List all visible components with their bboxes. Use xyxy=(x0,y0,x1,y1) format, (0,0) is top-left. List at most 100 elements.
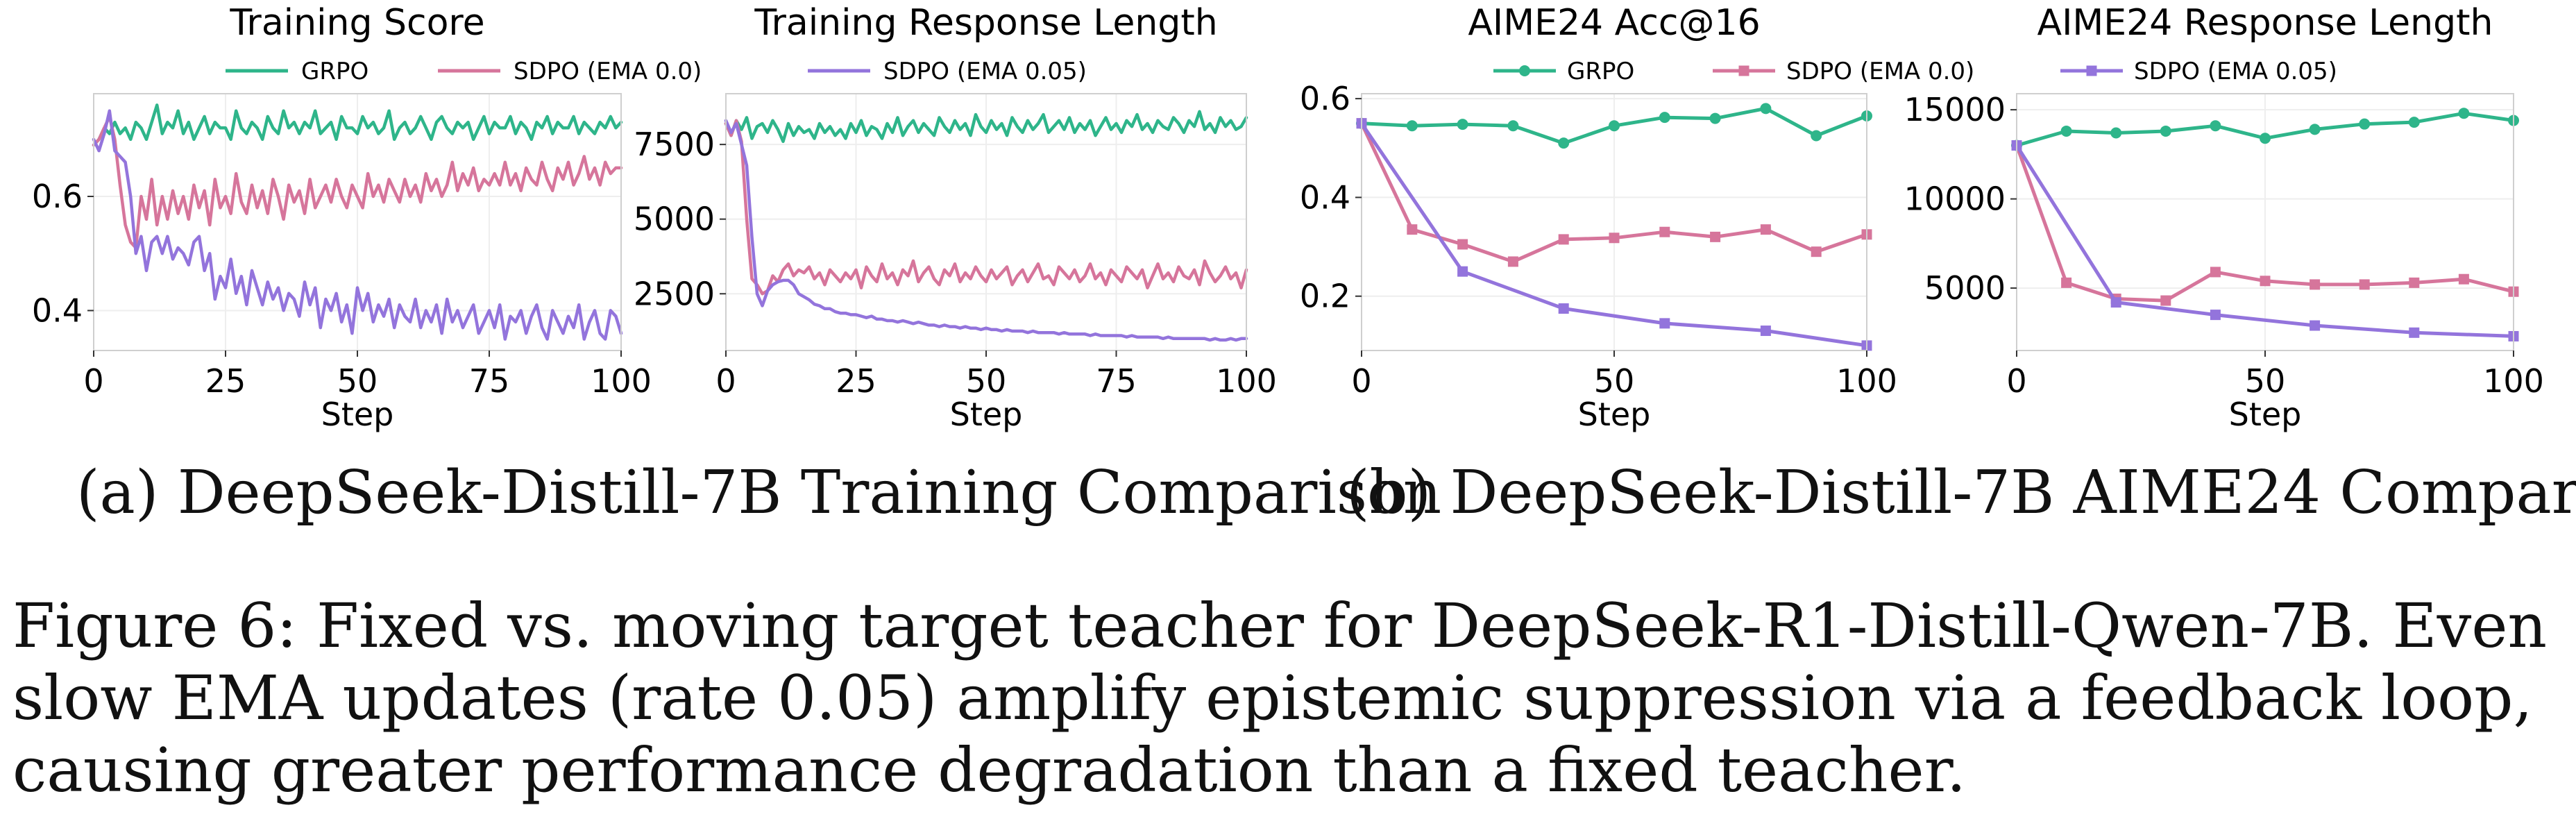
data-point xyxy=(1558,303,1569,314)
x-tick-label: 25 xyxy=(836,362,876,400)
data-point xyxy=(1457,239,1468,250)
y-tick-label: 7500 xyxy=(634,126,715,163)
x-tick-label: 0 xyxy=(1351,362,1371,400)
data-point xyxy=(1407,224,1418,235)
data-point xyxy=(1659,318,1670,329)
data-point xyxy=(1558,137,1570,149)
data-point xyxy=(1457,119,1468,130)
data-point xyxy=(1457,266,1468,277)
data-point xyxy=(2408,117,2420,128)
data-point xyxy=(2110,297,2121,308)
legend-label: GRPO xyxy=(1567,58,1634,85)
subcaption-b: (b) DeepSeek-Distill-7B AIME24 Compariso… xyxy=(1346,458,2576,527)
series-line xyxy=(92,109,623,341)
y-tick-label: 5000 xyxy=(634,201,715,238)
data-point xyxy=(2210,267,2221,278)
x-tick-label: 25 xyxy=(205,362,246,400)
y-tick-label: 0.6 xyxy=(1300,80,1350,117)
legend-marker xyxy=(1738,65,1749,76)
data-point xyxy=(2359,279,2370,290)
y-tick-label: 15000 xyxy=(1904,91,2006,128)
data-point xyxy=(1609,233,1620,244)
chart-title: Training Response Length xyxy=(754,2,1217,44)
x-tick-label: 50 xyxy=(966,362,1007,400)
chart-title: Training Score xyxy=(229,2,484,44)
x-tick-label: 0 xyxy=(715,362,736,400)
x-tick-label: 75 xyxy=(1096,362,1137,400)
series-line xyxy=(724,110,1248,144)
subcaption-a: (a) DeepSeek-Distill-7B Training Compari… xyxy=(76,458,1442,527)
data-point xyxy=(2060,125,2072,137)
data-point xyxy=(2310,279,2321,290)
data-point xyxy=(1760,326,1771,337)
figure-caption: Figure 6: Fixed vs. moving target teache… xyxy=(12,590,2548,806)
series-line xyxy=(2015,144,2516,338)
x-tick-label: 50 xyxy=(337,362,378,400)
x-axis-label: Step xyxy=(950,396,1023,433)
data-point xyxy=(1609,120,1620,132)
data-point xyxy=(1760,103,1772,115)
data-point xyxy=(2359,118,2371,130)
x-axis-label: Step xyxy=(1578,396,1651,433)
series-line xyxy=(92,103,623,147)
data-point xyxy=(2260,276,2271,287)
legend-label: SDPO (EMA 0.0) xyxy=(514,58,702,85)
x-axis-label: Step xyxy=(321,396,394,433)
data-point xyxy=(2409,277,2420,288)
x-tick-label: 100 xyxy=(591,362,652,400)
data-point xyxy=(2260,133,2271,144)
data-point xyxy=(1659,112,1670,124)
legend-label: GRPO xyxy=(301,58,368,85)
data-point xyxy=(1811,130,1822,142)
data-point xyxy=(1710,231,1721,242)
y-tick-label: 10000 xyxy=(1904,180,2006,218)
data-point xyxy=(1811,246,1822,257)
series-line xyxy=(724,119,1248,342)
x-tick-label: 100 xyxy=(2483,362,2544,400)
data-point xyxy=(2458,108,2470,119)
series-line xyxy=(92,115,623,250)
chart-title: AIME24 Acc@16 xyxy=(1468,2,1760,44)
data-point xyxy=(2309,124,2321,135)
data-point xyxy=(1659,226,1670,237)
x-tick-label: 100 xyxy=(1836,362,1897,400)
data-point xyxy=(1709,112,1721,124)
y-tick-label: 0.4 xyxy=(32,292,83,329)
legend-label: SDPO (EMA 0.05) xyxy=(2134,58,2337,85)
data-point xyxy=(1507,120,1519,132)
data-point xyxy=(2210,310,2221,321)
data-point xyxy=(2409,327,2420,338)
series-line xyxy=(1359,121,1869,348)
x-tick-label: 0 xyxy=(83,362,103,400)
data-point xyxy=(2061,277,2072,288)
x-tick-label: 50 xyxy=(1594,362,1635,400)
legend-label: SDPO (EMA 0.0) xyxy=(1786,58,1974,85)
data-point xyxy=(2160,125,2171,137)
data-point xyxy=(2160,295,2171,306)
x-tick-label: 0 xyxy=(2006,362,2026,400)
data-point xyxy=(2310,320,2321,331)
chart-title: AIME24 Response Length xyxy=(2037,2,2493,44)
data-point xyxy=(1406,120,1418,132)
y-tick-label: 2500 xyxy=(634,275,715,312)
x-tick-label: 100 xyxy=(1216,362,1277,400)
series-line xyxy=(724,119,1248,296)
data-point xyxy=(1507,256,1518,267)
legend-marker xyxy=(1519,65,1530,76)
y-tick-label: 0.6 xyxy=(32,178,83,215)
y-tick-label: 0.2 xyxy=(1300,278,1350,315)
legend-label: SDPO (EMA 0.05) xyxy=(883,58,1087,85)
data-point xyxy=(1760,224,1771,235)
chart-canvas: 0 25 50 75 100 0.4 0.6 Training Score Step 0 25 50 7… xyxy=(32,2,2544,433)
legend-marker xyxy=(2086,65,2097,76)
data-point xyxy=(2458,273,2469,285)
data-point xyxy=(1558,234,1569,245)
data-point xyxy=(2110,127,2122,139)
y-tick-label: 0.4 xyxy=(1300,178,1350,216)
x-axis-label: Step xyxy=(2229,396,2302,433)
x-tick-label: 75 xyxy=(469,362,510,400)
data-point xyxy=(2210,120,2221,132)
y-tick-label: 5000 xyxy=(1924,269,2006,307)
x-tick-label: 50 xyxy=(2245,362,2286,400)
